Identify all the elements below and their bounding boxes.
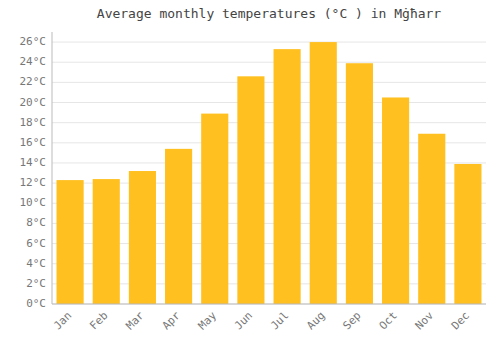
x-tick-label: Jan: [51, 309, 74, 332]
bar: [129, 171, 156, 304]
y-tick-label: 22°C: [20, 75, 47, 88]
y-tick-label: 0°C: [26, 297, 46, 310]
x-tick-label: Jun: [232, 309, 255, 332]
grid-line: [52, 62, 486, 63]
x-tick-label: Mar: [123, 309, 147, 333]
bar: [346, 63, 373, 304]
bar: [93, 179, 120, 304]
y-tick-label: 16°C: [20, 136, 47, 149]
chart: 0°C 2°C 4°C 6°C 8°C 10°C 12°C 14°C 16°C 18°C 20°C 2…: [0, 0, 500, 350]
y-tick-label: 24°C: [20, 55, 47, 68]
grid-line: [52, 304, 486, 305]
x-tick-label: Apr: [160, 309, 184, 333]
bar: [310, 42, 337, 304]
x-tick-label: Sep: [340, 309, 363, 332]
x-tick-label: Jul: [268, 309, 291, 332]
bar: [454, 164, 481, 304]
grid-line: [52, 82, 486, 83]
x-tick-label: May: [196, 309, 220, 333]
grid-line: [52, 102, 486, 103]
x-tick-label: Oct: [377, 309, 400, 332]
y-tick-label: 26°C: [20, 35, 47, 48]
grid-line: [52, 42, 486, 43]
x-tick-label: Dec: [449, 309, 472, 332]
bars: [57, 42, 482, 304]
y-tick-label: 4°C: [26, 257, 46, 270]
title: Average monthly temperatures (°C ) in Mġ…: [97, 6, 442, 21]
y-tick-label: 12°C: [20, 176, 47, 189]
bar: [237, 76, 264, 304]
y-tick-label: 10°C: [20, 196, 47, 209]
x-tick-label: Feb: [87, 309, 110, 332]
x-tick-label: Aug: [304, 309, 327, 332]
bar: [165, 149, 192, 304]
y-tick-label: 14°C: [20, 156, 47, 169]
x-axis-line: [52, 304, 486, 305]
y-tick-label: 8°C: [26, 216, 46, 229]
y-tick-label: 6°C: [26, 237, 46, 250]
grid-line: [52, 122, 486, 123]
bar: [274, 49, 301, 304]
x-tick-label: Nov: [413, 309, 437, 333]
grid: [52, 42, 486, 304]
y-tick-label: 20°C: [20, 96, 47, 109]
y-tick-label: 18°C: [20, 116, 47, 129]
bar: [382, 97, 409, 304]
bar: [201, 114, 228, 304]
bar: [57, 180, 84, 304]
bar: [418, 134, 445, 304]
y-axis-line: [52, 32, 53, 304]
y-tick-label: 2°C: [26, 277, 46, 290]
